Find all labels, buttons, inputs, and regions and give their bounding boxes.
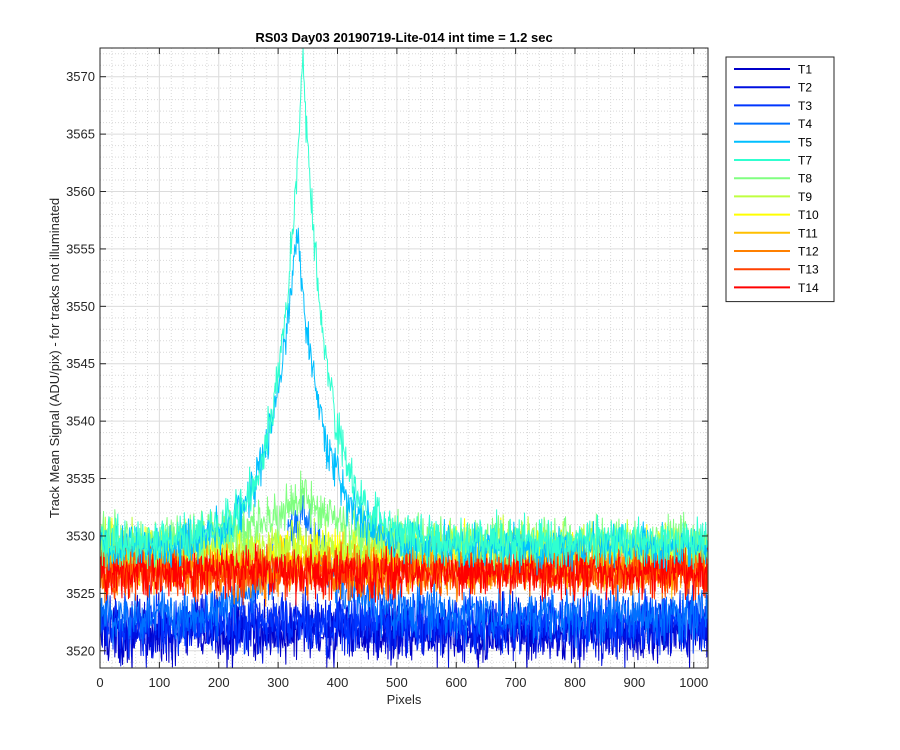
legend-label-t1: T1 <box>798 63 812 77</box>
x-tick-label: 500 <box>386 675 408 690</box>
y-tick-label: 3550 <box>66 299 95 314</box>
y-tick-label: 3520 <box>66 643 95 658</box>
x-tick-label: 700 <box>505 675 527 690</box>
legend-label-t2: T2 <box>798 81 812 95</box>
series-line-t3 <box>100 581 708 658</box>
legend-label-t10: T10 <box>798 208 819 222</box>
legend-label-t8: T8 <box>798 172 812 186</box>
x-tick-label: 600 <box>445 675 467 690</box>
legend-label-t14: T14 <box>798 281 819 295</box>
ticks: 0 100 200 300 400 500 600 700 800 900 1000 3520 3525… <box>66 48 708 690</box>
y-axis-label: Track Mean Signal (ADU/pix) - for tracks… <box>47 198 62 518</box>
y-tick-label: 3545 <box>66 356 95 371</box>
x-tick-label: 300 <box>267 675 289 690</box>
x-tick-label: 800 <box>564 675 586 690</box>
x-tick-label: 900 <box>624 675 646 690</box>
x-axis-label: Pixels <box>387 692 422 707</box>
y-tick-label: 3540 <box>66 414 95 429</box>
series-layer <box>100 48 708 668</box>
series-line-t14 <box>100 539 708 606</box>
legend-label-t7: T7 <box>798 154 812 168</box>
y-tick-label: 3570 <box>66 69 95 84</box>
x-tick-label: 400 <box>327 675 349 690</box>
legend: T1 T2 T3 T4 T5 T7 T8 T9 T10 T11 T12 T13 T14 <box>725 56 835 303</box>
series-line-t4 <box>100 488 708 651</box>
legend-label-t13: T13 <box>798 263 819 277</box>
y-tick-label: 3560 <box>66 184 95 199</box>
y-tick-label: 3530 <box>66 528 95 543</box>
legend-label-t12: T12 <box>798 245 819 259</box>
y-tick-label: 3555 <box>66 241 95 256</box>
x-tick-label: 1000 <box>679 675 708 690</box>
chart-title: RS03 Day03 20190719-Lite-014 int time = … <box>255 30 552 45</box>
x-tick-label: 200 <box>208 675 230 690</box>
x-tick-label: 100 <box>149 675 171 690</box>
series-line-t7 <box>100 48 708 570</box>
legend-label-t5: T5 <box>798 135 812 149</box>
legend-label-t4: T4 <box>798 117 812 131</box>
plot-area-frame <box>99 47 709 669</box>
legend-box <box>725 56 835 303</box>
x-tick-label: 0 <box>96 675 103 690</box>
legend-label-t11: T11 <box>798 226 818 240</box>
y-tick-label: 3565 <box>66 127 95 142</box>
y-tick-label: 3535 <box>66 471 95 486</box>
legend-label-t9: T9 <box>798 190 812 204</box>
y-tick-label: 3525 <box>66 586 95 601</box>
legend-label-t3: T3 <box>798 99 812 113</box>
